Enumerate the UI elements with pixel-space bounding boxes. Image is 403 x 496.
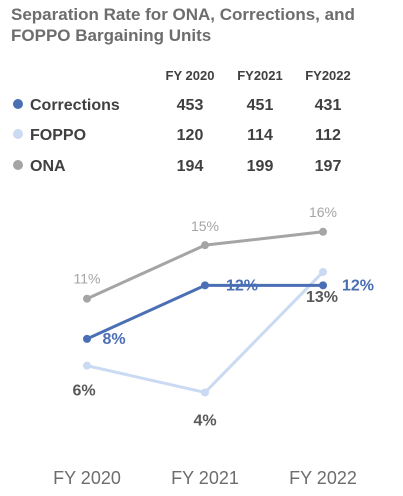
data-label-foppo: 4% xyxy=(193,412,216,429)
table-cell: 114 xyxy=(247,127,273,144)
data-labels-group: 8% 12% 12% 6% 4% 13% 11% 15% 16% xyxy=(72,204,374,430)
data-point-ona xyxy=(201,241,209,250)
chart-title: Separation Rate for ONA, Corrections, an… xyxy=(11,5,355,45)
table-cell: 453 xyxy=(177,97,204,114)
legend-marker xyxy=(13,160,23,170)
legend-marker xyxy=(13,99,23,109)
data-label-corrections: 12% xyxy=(226,277,258,294)
x-tick-label: FY 2022 xyxy=(289,468,357,488)
legend-marker xyxy=(13,129,23,139)
table-cell: 112 xyxy=(315,127,341,144)
data-point-corrections xyxy=(201,281,209,290)
table-cell: 194 xyxy=(177,158,204,175)
data-label-corrections: 12% xyxy=(342,277,374,294)
x-tick-label: FY 2021 xyxy=(171,468,239,488)
data-point-foppo xyxy=(319,267,327,276)
data-label-corrections: 8% xyxy=(102,331,125,348)
data-label-foppo: 13% xyxy=(306,289,338,306)
line-series-group xyxy=(83,227,327,397)
x-axis: FY 2020 FY 2021 FY 2022 xyxy=(53,468,357,488)
table-cell: 431 xyxy=(315,97,342,114)
data-point-ona xyxy=(83,294,91,303)
table-cell: 451 xyxy=(247,97,274,114)
data-label-ona: 15% xyxy=(191,218,219,234)
table-cell: 199 xyxy=(247,158,274,175)
table-column-header: FY 2020 xyxy=(166,68,215,83)
data-point-foppo xyxy=(83,361,91,370)
data-point-ona xyxy=(319,227,327,236)
data-point-corrections xyxy=(319,281,327,290)
data-label-ona: 11% xyxy=(74,271,101,287)
table-cell: 197 xyxy=(315,158,342,175)
data-label-foppo: 6% xyxy=(72,383,95,400)
table-column-header: FY2021 xyxy=(237,68,283,83)
table-column-header: FY2022 xyxy=(305,68,351,83)
table-row-label: ONA xyxy=(30,158,66,175)
table-cell: 120 xyxy=(177,127,204,144)
data-label-ona: 16% xyxy=(309,204,337,220)
x-tick-label: FY 2020 xyxy=(53,468,121,488)
data-point-foppo xyxy=(201,388,209,397)
table-row-label: Corrections xyxy=(30,97,120,114)
table-row-label: FOPPO xyxy=(30,127,86,144)
data-point-corrections xyxy=(83,334,91,343)
data-table: FY 2020 FY2021 FY2022 Corrections 453 451 431 F… xyxy=(13,68,351,175)
